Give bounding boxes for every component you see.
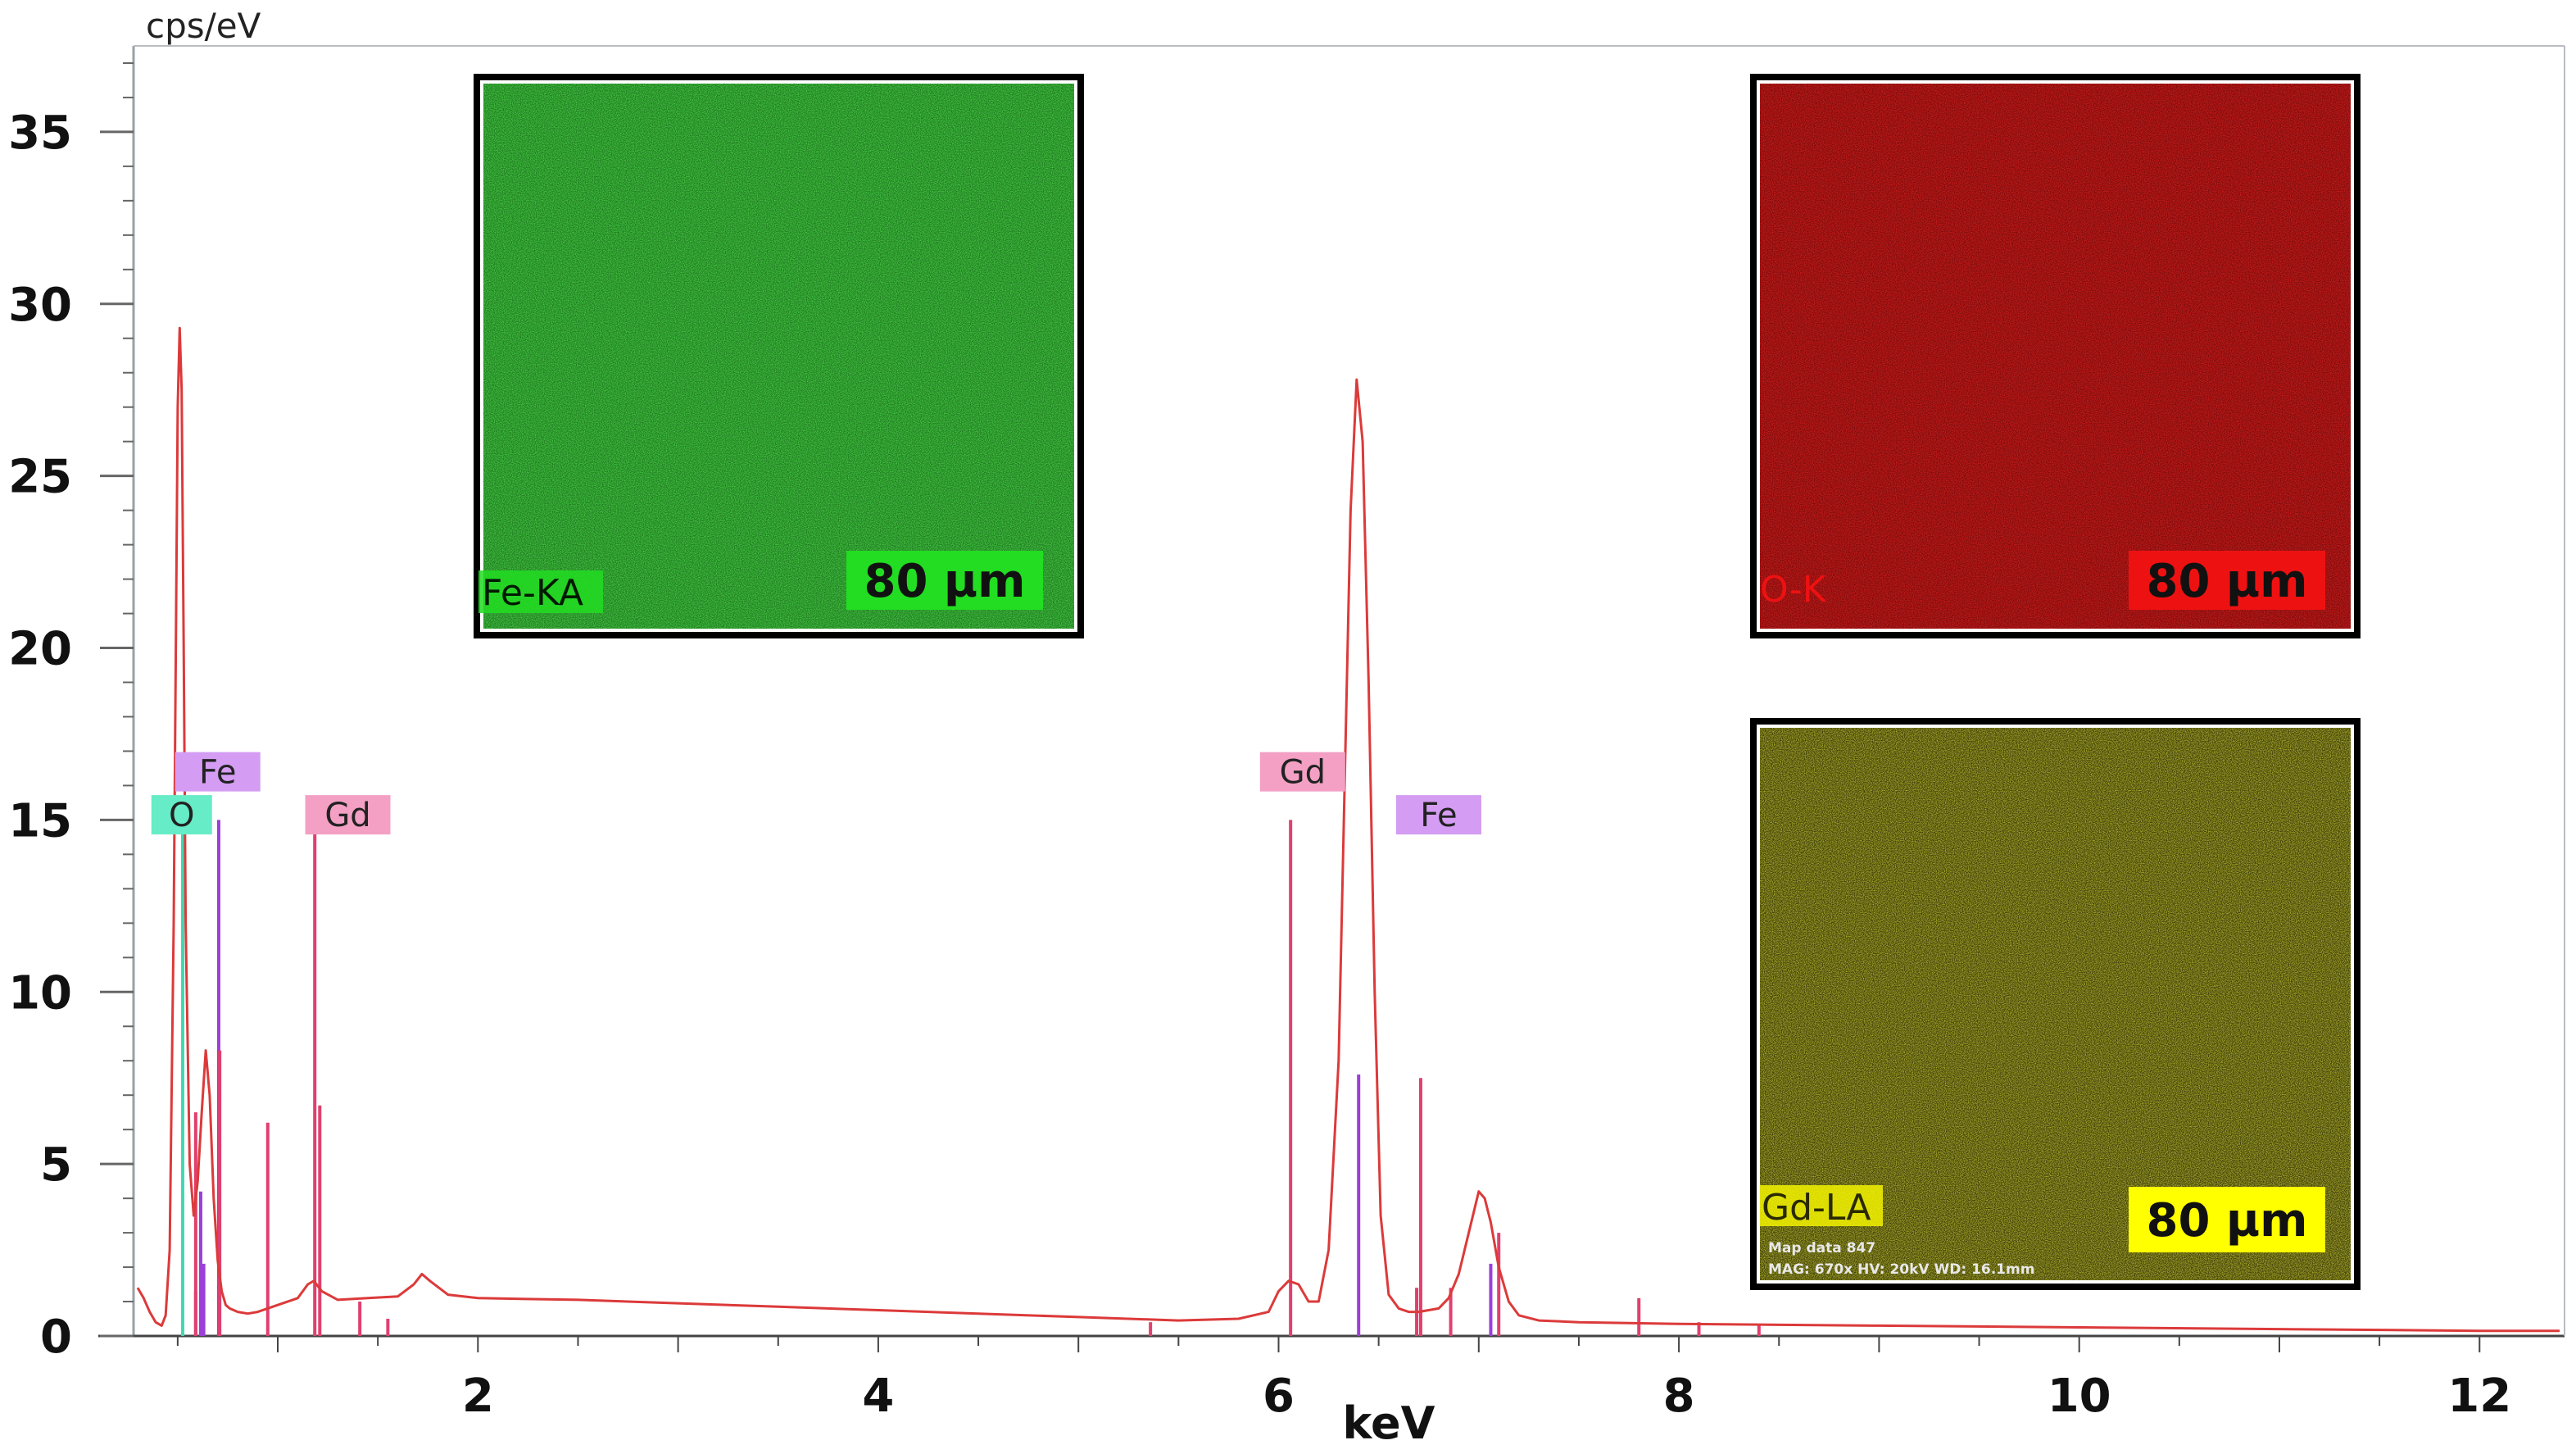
peak-label-gd: Gd bbox=[305, 795, 391, 835]
peak-label-fe: Fe bbox=[1395, 795, 1481, 835]
plot-frame bbox=[98, 45, 2565, 1338]
x-tick-label: 6 bbox=[1263, 1370, 1295, 1423]
map-noise bbox=[1760, 84, 2351, 629]
fe-ka-map: Fe-KA 80 µm bbox=[474, 74, 1084, 638]
peak-label-text: O bbox=[169, 797, 194, 834]
element-marker-lines bbox=[180, 820, 1761, 1336]
o-k-map: O-K 80 µm bbox=[1750, 74, 2361, 638]
scale-bar-badge bbox=[2129, 551, 2325, 610]
x-tick-label: 2 bbox=[462, 1370, 494, 1423]
peak-label-text: Gd bbox=[324, 797, 370, 834]
peak-label-fe: Fe bbox=[175, 752, 261, 792]
scale-bar-text: 80 µm bbox=[2147, 1194, 2308, 1247]
map-label: O-K bbox=[1760, 569, 1827, 611]
x-tick-label: 4 bbox=[862, 1370, 894, 1423]
x-axis-title: keV bbox=[1343, 1397, 1435, 1449]
y-tick-label: 25 bbox=[8, 451, 72, 504]
map-label: Gd-LA bbox=[1762, 1187, 1871, 1229]
x-tick-label: 12 bbox=[2447, 1370, 2511, 1423]
spectrum-line bbox=[136, 326, 2560, 1333]
peak-label-text: Fe bbox=[1420, 797, 1457, 834]
spectrum-series bbox=[136, 326, 2560, 1333]
peak-label-background bbox=[175, 752, 261, 792]
peak-label-gd: Gd bbox=[1259, 752, 1345, 792]
peak-label-background bbox=[1395, 795, 1481, 835]
scale-bar-text: 80 µm bbox=[864, 555, 1026, 608]
y-axis-ticks: 0 5 10 15 20 25 30 35 bbox=[8, 61, 134, 1364]
y-axis-unit: cps/eV bbox=[146, 6, 261, 46]
y-tick-label: 5 bbox=[40, 1138, 72, 1192]
peak-label-text: Fe bbox=[199, 754, 236, 792]
map-label-background bbox=[1760, 1185, 1883, 1226]
y-tick-label: 0 bbox=[40, 1311, 72, 1364]
y-tick-label: 20 bbox=[8, 623, 72, 676]
x-tick-label: 8 bbox=[1663, 1370, 1695, 1423]
y-tick-label: 30 bbox=[8, 279, 72, 332]
peak-label-background bbox=[151, 795, 212, 835]
scale-bar-text: 80 µm bbox=[2147, 555, 2308, 608]
x-axis-ticks: 2 4 6 8 10 12 bbox=[176, 1336, 2511, 1423]
scale-bar-badge bbox=[846, 551, 1043, 610]
scale-bar-badge bbox=[2129, 1187, 2325, 1252]
x-tick-label: 10 bbox=[2048, 1370, 2111, 1423]
y-tick-label: 10 bbox=[8, 966, 72, 1020]
peak-label-background bbox=[305, 795, 391, 835]
map-label-background bbox=[478, 570, 603, 613]
map-label: Fe-KA bbox=[482, 572, 583, 614]
y-tick-label: 15 bbox=[8, 794, 72, 847]
map-metadata-line-1: Map data 847 bbox=[1768, 1240, 1875, 1256]
peak-label-background bbox=[1259, 752, 1345, 792]
y-tick-label: 35 bbox=[8, 107, 72, 160]
peak-label-o: O bbox=[151, 795, 212, 835]
map-noise bbox=[483, 84, 1074, 629]
gd-la-map: Gd-LA Map data 847 MAG: 670x HV: 20kV WD… bbox=[1750, 718, 2361, 1290]
peak-label-text: Gd bbox=[1280, 754, 1326, 792]
map-metadata-line-2: MAG: 670x HV: 20kV WD: 16.1mm bbox=[1768, 1261, 2034, 1278]
